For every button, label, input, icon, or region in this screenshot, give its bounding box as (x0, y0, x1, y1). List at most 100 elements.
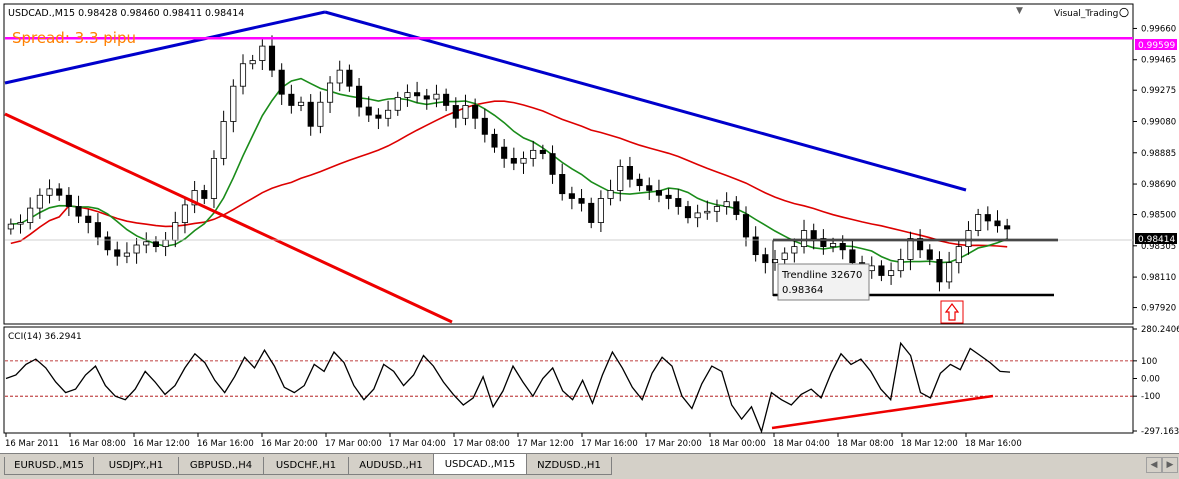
candle (133, 238, 140, 264)
candle (946, 251, 953, 289)
time-tick-label: 18 Mar 00:00 (709, 439, 766, 449)
candle (800, 219, 808, 254)
chart-scroll-icon[interactable]: ▼ (1016, 6, 1023, 16)
candle-body (955, 246, 962, 264)
tab-scroll-right-icon[interactable]: ▶ (1162, 457, 1178, 473)
candle-body (684, 206, 692, 219)
tab-scroll-left-icon[interactable]: ◀ (1146, 457, 1162, 473)
tab-usdcad[interactable]: USDCAD.,M15 (433, 454, 527, 475)
time-tick-label: 18 Mar 16:00 (965, 439, 1022, 449)
candle-body (481, 117, 488, 135)
candle-body (984, 214, 991, 222)
candle-body (356, 85, 363, 108)
candle-body (878, 265, 885, 276)
main-pane (3, 3, 1134, 325)
time-tick-label: 17 Mar 16:00 (581, 439, 638, 449)
price-tick-label: 0.98110 (1141, 273, 1176, 283)
chart-canvas[interactable]: 0.99660 0.99465 0.99275 0.99080 0.98885 0.986… (0, 0, 1179, 453)
candle (588, 197, 595, 229)
candle-body (75, 206, 82, 217)
candle-body (762, 254, 769, 264)
candle-body (597, 198, 604, 223)
candle (704, 200, 711, 220)
candle-body (810, 230, 817, 239)
price-tick-label: 0.98305 (1141, 242, 1176, 252)
candle-body (65, 194, 72, 207)
candle-body (965, 230, 972, 248)
candle (239, 54, 247, 95)
candle-body (530, 149, 537, 159)
horizontal-lines (5, 36, 1133, 297)
time-tick-label: 17 Mar 04:00 (389, 439, 446, 449)
price-tick-label: 0.98690 (1141, 180, 1176, 190)
candle (501, 138, 508, 168)
time-axis: 16 Mar 2011 16 Mar 08:00 16 Mar 12:00 16 Ma… (5, 433, 1022, 449)
price-tick-label: 0.99275 (1141, 86, 1176, 96)
red-trendline-falling (4, 112, 453, 324)
price-tick-label: 0.98885 (1141, 149, 1176, 159)
price-tick-label: 0.99660 (1141, 24, 1176, 34)
tab-usdchf[interactable]: USDCHF.,H1 (263, 457, 349, 475)
blue-trendline-rising (4, 10, 326, 85)
candle-body (975, 214, 982, 231)
candle (975, 208, 982, 237)
candle-body (539, 149, 546, 154)
candle-body (414, 92, 421, 97)
candle-body (636, 178, 643, 187)
candle-body (917, 238, 924, 251)
candle (481, 108, 488, 143)
candle-body (888, 270, 895, 276)
candle-body (27, 207, 34, 223)
candle-body (791, 246, 798, 254)
time-tick-label: 16 Mar 20:00 (261, 439, 318, 449)
candle (346, 64, 353, 92)
current-price-box (1135, 233, 1177, 244)
candle (1004, 218, 1011, 240)
candle (694, 204, 701, 228)
candle-body (7, 223, 14, 230)
candle-body (675, 198, 682, 207)
candle (878, 260, 885, 282)
tab-gbpusd[interactable]: GBPUSD.,H4 (178, 457, 264, 475)
tab-eurusd[interactable]: EURUSD.,M15 (4, 457, 94, 475)
candle-body (346, 69, 353, 87)
candle-body (907, 238, 914, 260)
candle-body (742, 214, 750, 238)
candle-body (626, 166, 633, 180)
candle-body (133, 244, 140, 254)
candle-body (704, 210, 711, 214)
candle (926, 244, 933, 266)
candle-body (191, 190, 198, 206)
candle (559, 163, 566, 201)
candle (491, 128, 498, 153)
candle-body (210, 157, 218, 199)
candle (36, 188, 43, 219)
tab-nzdusd[interactable]: NZDUSD.,H1 (526, 457, 612, 475)
time-tick-label: 18 Mar 08:00 (837, 439, 894, 449)
cci-line (5, 341, 1011, 434)
tooltip-value: 0.98364 (782, 285, 823, 296)
tab-usdjpy[interactable]: USDJPY.,H1 (93, 457, 179, 475)
candle (326, 76, 334, 113)
trendline-tooltip (777, 263, 870, 301)
cci-tick-label: -297.163 (1141, 427, 1179, 437)
candle (549, 145, 556, 184)
candle-body (220, 121, 227, 159)
candle (752, 226, 759, 262)
candle (568, 186, 575, 210)
candle (259, 37, 266, 71)
candle-body (752, 236, 759, 256)
candle-body (326, 82, 334, 103)
tab-audusd[interactable]: AUDUSD.,H1 (348, 457, 434, 475)
candle (75, 195, 82, 224)
price-tick-label: 0.99465 (1141, 56, 1176, 66)
candle (268, 35, 276, 78)
candle (617, 159, 624, 202)
candle (249, 54, 256, 70)
candle (810, 223, 817, 250)
candle (965, 221, 972, 255)
blue-trendline-falling (324, 10, 967, 192)
candle (723, 192, 730, 215)
cci-tick-label: 280.2406 (1141, 325, 1179, 335)
